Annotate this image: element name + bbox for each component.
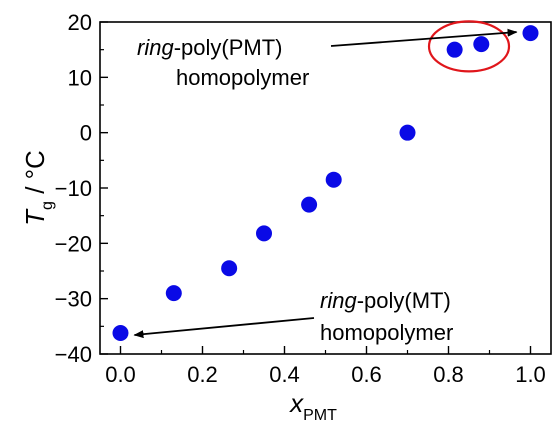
data-point xyxy=(221,260,238,277)
y-tick-label: 0 xyxy=(80,121,92,146)
y-tick-label: −10 xyxy=(55,176,92,201)
data-point xyxy=(522,25,539,42)
data-point xyxy=(325,171,342,188)
x-axis-title: xPMT xyxy=(288,388,337,424)
annotation-pmt-label: ring-poly(PMT) xyxy=(137,35,282,60)
y-axis-title: Tg / °C xyxy=(20,150,56,226)
annotation-mt-label: ring-poly(MT) xyxy=(320,288,451,313)
data-point xyxy=(256,225,272,242)
annotation-mt-arrow xyxy=(133,317,315,339)
y-tick-label: −30 xyxy=(55,287,92,312)
x-tick-label: 1.0 xyxy=(515,362,546,387)
data-point xyxy=(112,324,129,341)
x-tick-label: 0.4 xyxy=(269,362,300,387)
data-point xyxy=(446,41,463,58)
annotation-mt-label-line2: homopolymer xyxy=(320,320,453,345)
plot-area: 0.0 0.2 0.4 0.6 0.8 1.0 −40 −30 −20 −10 0 10 20 xPMT T… xyxy=(20,10,552,424)
y-tick-label: −40 xyxy=(55,342,92,367)
y-tick-label: 10 xyxy=(68,65,92,90)
data-point xyxy=(165,285,182,302)
data-point xyxy=(399,124,416,141)
annotation-pmt-arrow xyxy=(330,28,518,47)
x-tick-label: 0.8 xyxy=(433,362,464,387)
y-tick-label: 20 xyxy=(68,10,92,35)
x-tick-label: 0.2 xyxy=(187,362,218,387)
y-tick-label: −20 xyxy=(55,231,92,256)
data-point xyxy=(301,196,318,213)
annotations: ring-poly(PMT) homopolymer ring-poly(MT) ho… xyxy=(133,20,518,345)
highlight-ellipse xyxy=(427,20,511,73)
annotation-pmt-label-line2: homopolymer xyxy=(176,65,309,90)
x-tick-label: 0.6 xyxy=(351,362,382,387)
data-point xyxy=(473,36,490,53)
x-tick-label: 0.0 xyxy=(105,362,136,387)
